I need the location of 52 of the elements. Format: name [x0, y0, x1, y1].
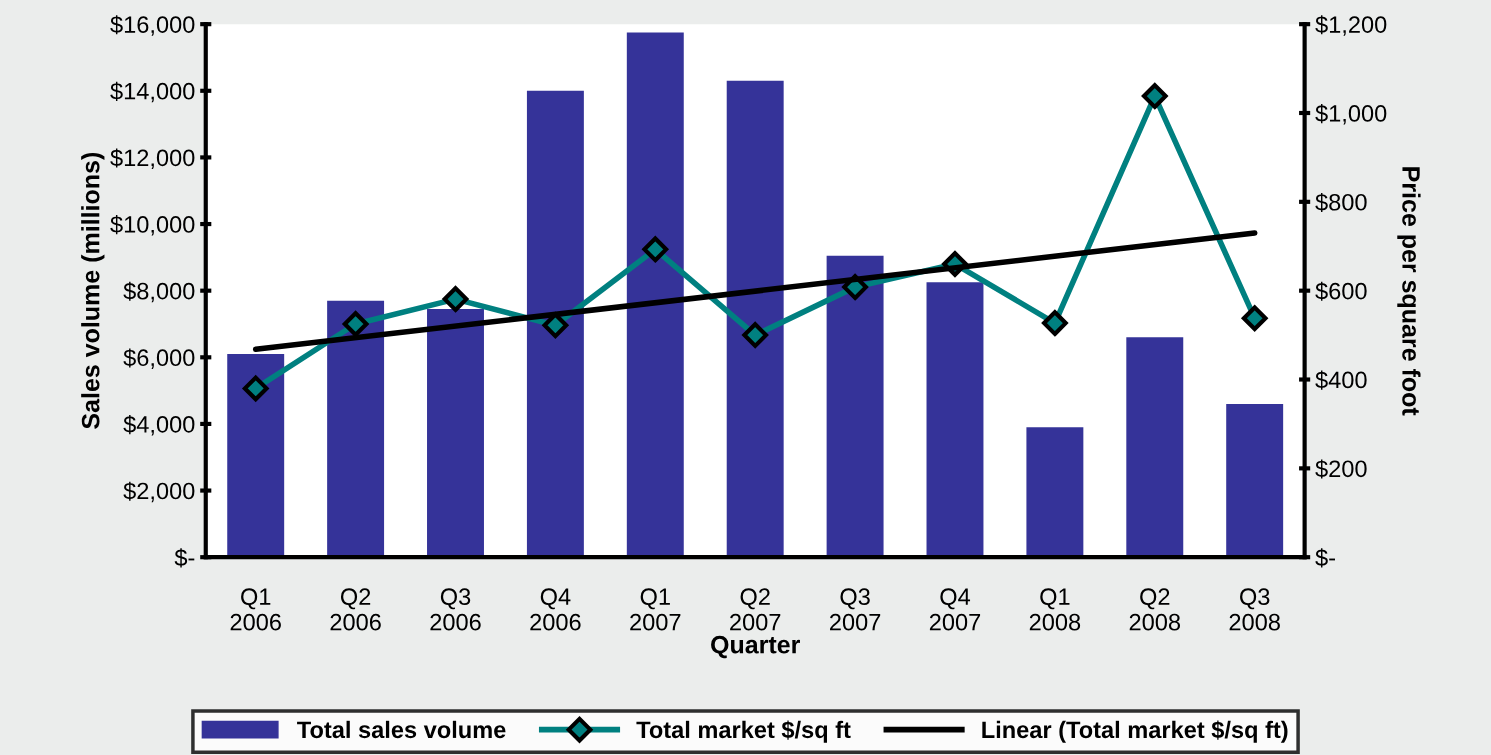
- legend-label: Linear (Total market $/sq ft): [982, 720, 1288, 743]
- bar: [1126, 337, 1184, 558]
- y2-tick-label: $800: [1315, 192, 1367, 213]
- y-tick-label: $6,000: [123, 348, 195, 369]
- bar: [826, 255, 884, 558]
- y2-tick-label: $400: [1315, 370, 1367, 390]
- y2-tick-label: $600: [1315, 281, 1367, 301]
- point: [642, 236, 669, 263]
- x-tick-label: Q3 2008: [1229, 588, 1280, 631]
- x-tick-label: Q1 2006: [230, 588, 281, 631]
- x-tick-label: Q2 2006: [330, 588, 381, 631]
- bar: [926, 282, 984, 558]
- x-axis-title: Quarter: [711, 635, 800, 659]
- bar: [1226, 403, 1284, 558]
- point: [442, 286, 469, 313]
- bar: [227, 353, 285, 558]
- y-tick-label: $12,000: [110, 148, 195, 169]
- y2-tick-label: $200: [1315, 459, 1367, 479]
- y-axis-title: Sales volume (millions): [81, 152, 105, 429]
- x-tick-label: Q2 2008: [1129, 588, 1181, 631]
- point: [742, 322, 769, 348]
- x-tick-label: Q1 2008: [1029, 588, 1081, 631]
- bar: [427, 309, 484, 558]
- legend-label: Total market $/sq ft: [636, 720, 851, 743]
- x-tick-label: Q4 2006: [530, 588, 581, 631]
- x-tick-label: Q3 2007: [830, 588, 881, 631]
- point: [1241, 305, 1268, 332]
- y2-axis-title: Price per square foot: [1397, 167, 1421, 416]
- bar: [526, 90, 584, 558]
- point: [342, 311, 369, 337]
- x-tick-label: Q4 2007: [929, 588, 981, 631]
- y2-tick-label: $1,000: [1315, 104, 1387, 125]
- x-tick-label: Q3 2006: [430, 588, 481, 631]
- y-tick-label: $16,000: [110, 15, 195, 36]
- bar: [1026, 427, 1084, 558]
- x-tick-label: Q1 2007: [630, 588, 681, 631]
- bar: [327, 300, 385, 558]
- legend-label: Total sales volume: [297, 720, 506, 739]
- x-tick-label: Q2 2007: [730, 588, 781, 631]
- y-tick-label: $2,000: [123, 481, 195, 503]
- y-tick-label: $-: [174, 548, 195, 568]
- y2-tick-label: $-: [1315, 548, 1335, 568]
- point: [1141, 83, 1168, 110]
- y2-tick-label: $1,200: [1315, 15, 1387, 36]
- point: [1041, 310, 1068, 336]
- bar: [626, 32, 684, 558]
- y-tick-label: $10,000: [110, 215, 195, 236]
- y-tick-label: $8,000: [123, 281, 195, 303]
- point: [242, 375, 269, 402]
- y-tick-label: $4,000: [123, 415, 195, 436]
- y-tick-label: $14,000: [110, 81, 195, 103]
- bar: [726, 80, 784, 558]
